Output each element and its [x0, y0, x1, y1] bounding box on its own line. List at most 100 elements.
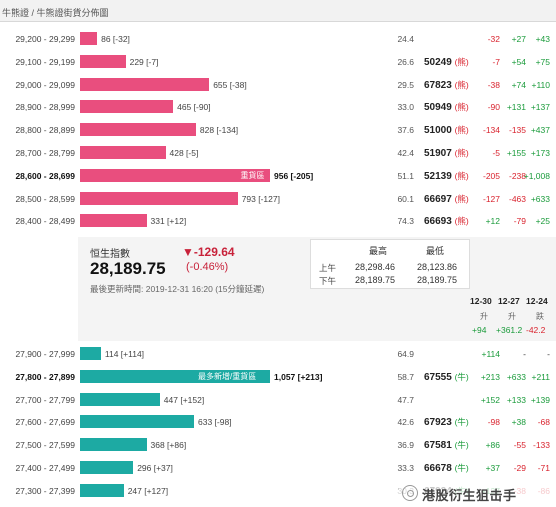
- volume-bar: [80, 369, 270, 383]
- warrant-code[interactable]: 67581 (牛): [424, 439, 469, 451]
- distribution-row[interactable]: 29,100 - 29,199 229 [-7] 26.6 50249 (熊) -7 +5…: [0, 51, 556, 73]
- daily-change: -463: [508, 193, 526, 204]
- distribution-row[interactable]: 29,200 - 29,299 86 [-32] 24.4 -32 +27 +43: [0, 28, 556, 50]
- distribution-row[interactable]: 27,800 - 27,899 最多新增/重貨區 1,057 [+213] 58.7 6…: [0, 366, 556, 388]
- date-2-direction: 升: [508, 312, 516, 321]
- price-range: 27,600 - 27,699: [15, 417, 75, 428]
- daily-change: +54: [511, 56, 526, 67]
- daily-change: +12: [485, 216, 500, 227]
- volume-value: 956 [-205]: [274, 170, 314, 181]
- bull-bear-type: (熊): [454, 56, 469, 67]
- price-range: 27,800 - 27,899: [15, 371, 75, 382]
- distribution-row[interactable]: 28,800 - 28,899 828 [-134] 37.6 51000 (熊) -1…: [0, 119, 556, 141]
- price-range: 29,000 - 29,099: [15, 79, 75, 90]
- daily-change: -79: [513, 216, 526, 227]
- distribution-row[interactable]: 28,500 - 28,599 793 [-127] 60.1 66697 (熊) -1…: [0, 188, 556, 210]
- warrant-code[interactable]: 52139 (熊): [424, 170, 469, 182]
- warrant-code[interactable]: 51000 (熊): [424, 124, 469, 136]
- daily-change: -29: [513, 463, 526, 473]
- ratio-value: 47.7: [397, 394, 414, 405]
- volume-value: 229 [-7]: [129, 56, 159, 67]
- daily-change: +27: [511, 34, 526, 44]
- distribution-row[interactable]: 27,400 - 27,499 296 [+37] 33.3 66678 (牛) +37…: [0, 457, 556, 479]
- ratio-value: 58.7: [397, 371, 414, 382]
- volume-value: 655 [-38]: [213, 79, 247, 90]
- code-number: 51000: [424, 125, 452, 137]
- volume-bar: [80, 415, 194, 429]
- daily-change: +38: [511, 417, 526, 428]
- distribution-row[interactable]: 27,900 - 27,999 114 [+114] 64.9 +114 - -: [0, 343, 556, 365]
- warrant-code[interactable]: 50949 (熊): [424, 101, 469, 113]
- index-panel: 恒生指數 28,189.75 ▼-129.64 (-0.46%) 最後更新時間:…: [78, 237, 556, 341]
- price-range: 29,100 - 29,199: [15, 56, 75, 67]
- code-number: 67581: [424, 440, 452, 452]
- ratio-value: 64.9: [397, 349, 414, 359]
- volume-bar: [80, 438, 147, 452]
- date-3-change: -42.2: [526, 325, 546, 335]
- warrant-code[interactable]: 67823 (熊): [424, 79, 469, 91]
- ratio-value: 26.6: [397, 56, 414, 67]
- distribution-row[interactable]: 27,500 - 27,599 368 [+86] 36.9 67581 (牛) +86…: [0, 434, 556, 456]
- volume-bar: [80, 483, 124, 497]
- volume-value: 428 [-5]: [169, 148, 199, 158]
- watermark-text: 港股衍生狙击手: [422, 488, 517, 503]
- code-number: 66697: [424, 193, 452, 205]
- price-range: 27,400 - 27,499: [15, 463, 75, 473]
- date-1-change: +94: [472, 325, 487, 335]
- distribution-row[interactable]: 28,900 - 28,999 465 [-90] 33.0 50949 (熊) -90…: [0, 96, 556, 118]
- volume-value: 793 [-127]: [241, 193, 280, 204]
- warrant-code[interactable]: 67555 (牛): [424, 371, 469, 383]
- bull-bear-type: (熊): [454, 193, 469, 204]
- distribution-row[interactable]: 29,000 - 29,099 655 [-38] 29.5 67823 (熊) -38…: [0, 74, 556, 96]
- ratio-value: 60.1: [397, 193, 414, 204]
- am-label: 上午: [319, 263, 337, 273]
- date-3: 12-24: [526, 296, 548, 306]
- daily-change: -5: [492, 148, 500, 158]
- warrant-code[interactable]: 67923 (牛): [424, 416, 469, 428]
- warrant-code[interactable]: 66697 (熊): [424, 193, 469, 205]
- distribution-row[interactable]: 28,700 - 28,799 428 [-5] 42.4 51907 (熊) -5 +1…: [0, 142, 556, 164]
- daily-change: +437: [530, 125, 550, 136]
- bull-bear-type: (牛): [454, 417, 469, 428]
- pm-label: 下午: [319, 276, 337, 286]
- low-header: 最低: [426, 246, 445, 256]
- volume-bar: [80, 123, 196, 137]
- warrant-code[interactable]: 66693 (熊): [424, 215, 469, 227]
- last-updated: 最後更新時間: 2019-12-31 16:20 (15分鐘延遲): [90, 284, 265, 294]
- bull-bear-type: (熊): [454, 148, 469, 158]
- volume-bar: [80, 347, 101, 360]
- volume-value: 465 [-90]: [177, 102, 211, 113]
- code-number: 67555: [424, 371, 452, 383]
- warrant-code[interactable]: 51907 (熊): [424, 147, 469, 159]
- daily-change: +133: [506, 394, 526, 405]
- warrant-code[interactable]: 66678 (牛): [424, 462, 469, 474]
- code-number: 67923: [424, 417, 452, 429]
- warrant-code[interactable]: 50249 (熊): [424, 56, 469, 68]
- am-low: 28,123.86: [417, 262, 458, 272]
- bull-bear-type: (牛): [454, 440, 469, 451]
- bull-bear-type: (牛): [454, 371, 469, 382]
- daily-change: -127: [482, 193, 500, 204]
- daily-change: +114: [481, 349, 500, 359]
- index-label: 恒生指數: [90, 249, 130, 260]
- volume-bar: [80, 100, 174, 114]
- volume-bar: [80, 461, 134, 474]
- index-change: ▼-129.64: [182, 245, 235, 259]
- daily-change: -98: [487, 417, 500, 428]
- volume-bar: [80, 214, 147, 228]
- code-number: 67823: [424, 79, 452, 91]
- price-range: 29,200 - 29,299: [15, 34, 75, 44]
- pm-low: 28,189.75: [417, 275, 458, 285]
- bull-bear-type: (熊): [454, 125, 469, 136]
- price-range: 28,500 - 28,599: [15, 193, 75, 204]
- code-number: 66678: [424, 463, 452, 474]
- price-range: 28,700 - 28,799: [15, 148, 75, 158]
- volume-value: 114 [+114]: [104, 349, 145, 359]
- distribution-row[interactable]: 27,700 - 27,799 447 [+152] 47.7 +152 +133 +13…: [0, 389, 556, 411]
- distribution-row[interactable]: 28,600 - 28,699 重貨區 956 [-205] 51.1 52139 (熊…: [0, 165, 556, 187]
- distribution-row[interactable]: 28,400 - 28,499 331 [+12] 74.3 66693 (熊) +12…: [0, 210, 556, 232]
- distribution-row[interactable]: 27,600 - 27,699 633 [-98] 42.6 67923 (牛) -98…: [0, 411, 556, 433]
- am-high: 28,298.46: [355, 262, 396, 272]
- volume-bar: [80, 77, 210, 91]
- code-number: 50249: [424, 56, 452, 68]
